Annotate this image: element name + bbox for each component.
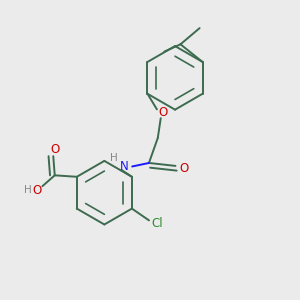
Text: O: O: [158, 106, 167, 119]
Text: H: H: [110, 153, 118, 163]
Text: H: H: [24, 185, 32, 195]
Text: O: O: [179, 162, 188, 175]
Text: O: O: [32, 184, 42, 197]
Text: N: N: [120, 160, 128, 173]
Text: Cl: Cl: [152, 218, 163, 230]
Text: O: O: [50, 143, 59, 156]
